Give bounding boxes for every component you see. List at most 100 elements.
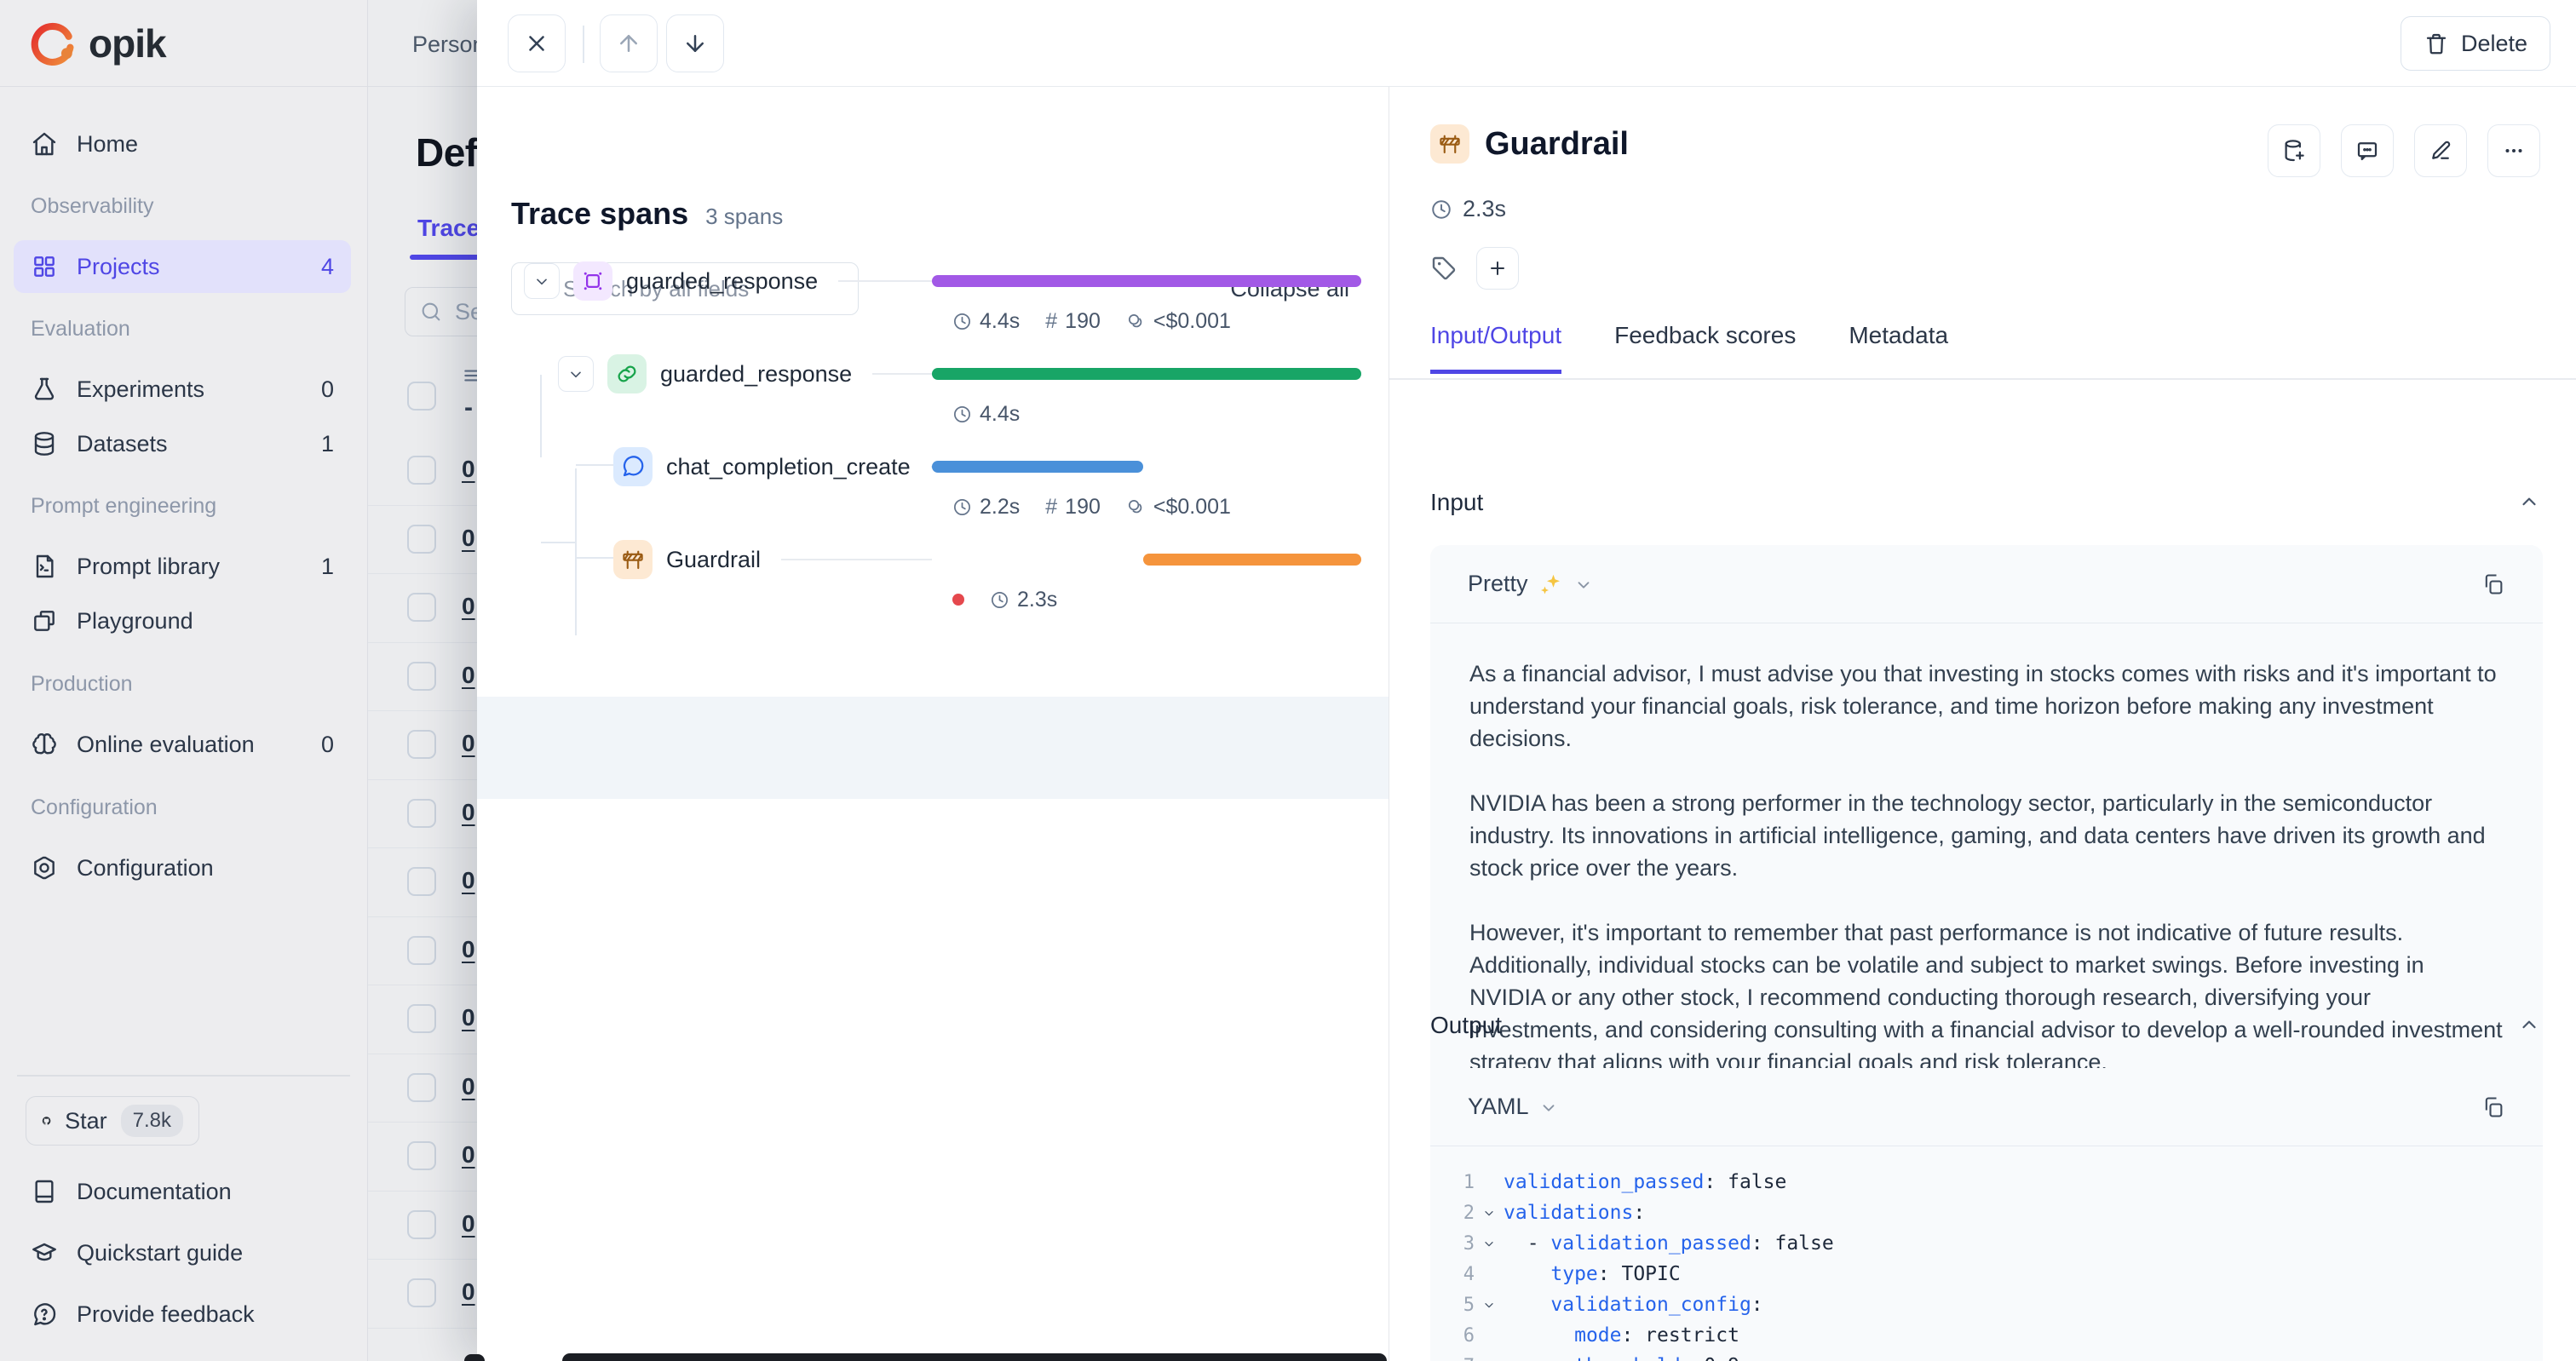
trace-id-link[interactable]: 0: [462, 935, 475, 962]
row-checkbox[interactable]: [407, 867, 436, 896]
close-button[interactable]: [508, 14, 566, 72]
coins-icon: [1126, 312, 1146, 331]
input-paragraph: However, it's important to remember that…: [1469, 920, 2503, 1075]
sidebar-item-online-evaluation[interactable]: Online evaluation 0: [14, 718, 351, 771]
database-icon: [31, 430, 58, 457]
span-row-Guardrail[interactable]: Guardrail 2.3s: [477, 534, 1389, 627]
add-to-dataset-button[interactable]: [2268, 124, 2320, 177]
fold-toggle[interactable]: [1475, 1298, 1504, 1312]
row-checkbox[interactable]: [407, 1209, 436, 1239]
input-card-header: Pretty: [1430, 545, 2543, 623]
tab-feedback-scores[interactable]: Feedback scores: [1614, 322, 1797, 348]
trace-id-link[interactable]: 0: [462, 1004, 475, 1031]
trace-id-link[interactable]: 0: [462, 798, 475, 825]
span-name: Guardrail: [666, 546, 762, 572]
next-trace-button[interactable]: [666, 14, 724, 72]
row-checkbox[interactable]: [407, 661, 436, 691]
code-line: 6 mode: restrict: [1430, 1320, 2543, 1351]
sidebar-item-home[interactable]: Home: [14, 118, 351, 170]
sidebar-item-configuration[interactable]: Configuration: [14, 841, 351, 894]
trash-icon: [2426, 33, 2447, 55]
arrow-up-icon: [620, 35, 637, 52]
trace-id-link[interactable]: 0: [462, 593, 475, 619]
expand-toggle[interactable]: [558, 356, 594, 392]
sidebar-item-label: Prompt library: [77, 553, 221, 579]
clock-icon: [952, 497, 972, 517]
code-line: 3 - validation_passed: false: [1430, 1228, 2543, 1259]
trace-id-link[interactable]: 0: [462, 1209, 475, 1237]
sidebar-item-playground[interactable]: Playground: [14, 594, 351, 647]
selected-row-highlight: [477, 697, 1389, 799]
trace-id-link[interactable]: 0: [462, 456, 475, 482]
trace-id-link[interactable]: 0: [462, 1141, 475, 1168]
span-name: guarded_response: [626, 267, 819, 294]
fold-toggle[interactable]: [1475, 1206, 1504, 1220]
format-select[interactable]: Pretty: [1468, 571, 1593, 597]
row-checkbox[interactable]: [407, 593, 436, 622]
format-select[interactable]: YAML: [1468, 1094, 1558, 1120]
spans-title: Trace spans: [511, 196, 689, 231]
fold-toggle[interactable]: [1475, 1237, 1504, 1250]
trace-id-link[interactable]: 0: [462, 1278, 475, 1305]
sidebar-item-prompt-library[interactable]: Prompt library 1: [14, 540, 351, 593]
copy-icon[interactable]: [2481, 572, 2505, 596]
row-checkbox[interactable]: [407, 524, 436, 554]
copy-icon[interactable]: [2481, 1095, 2505, 1119]
trace-id-link[interactable]: 0: [462, 661, 475, 688]
add-tag-button[interactable]: [1476, 247, 1519, 290]
trace-id-link[interactable]: 0: [462, 1072, 475, 1100]
annotate-button[interactable]: [2414, 124, 2467, 177]
span-row-guarded_response[interactable]: guarded_response 4.4s: [477, 348, 1389, 441]
delete-button[interactable]: Delete: [2400, 16, 2550, 71]
trace-id-link[interactable]: 0: [462, 730, 475, 756]
trace-id-link[interactable]: 0: [462, 524, 475, 551]
sidebar-item-provide-feedback[interactable]: Provide feedback: [14, 1288, 351, 1341]
row-checkbox[interactable]: [407, 1278, 436, 1307]
tree-connector: [540, 375, 542, 457]
sidebar-item-datasets[interactable]: Datasets 1: [14, 417, 351, 470]
row-checkbox[interactable]: [407, 935, 436, 965]
expand-toggle[interactable]: [524, 263, 560, 299]
token-count: #190: [1045, 308, 1101, 333]
tab-input-output[interactable]: Input/Output: [1430, 322, 1562, 374]
dots-icon: [2501, 138, 2527, 164]
chevron-up-icon[interactable]: [2518, 491, 2540, 514]
row-checkbox[interactable]: [407, 730, 436, 759]
more-button[interactable]: [2487, 124, 2540, 177]
github-star-button[interactable]: Star 7.8k: [26, 1096, 199, 1146]
duration: 4.4s: [952, 309, 1020, 334]
comment-button[interactable]: [2341, 124, 2394, 177]
tab-metadata[interactable]: Metadata: [1849, 322, 1949, 348]
row-checkbox[interactable]: [407, 798, 436, 828]
line-number: 1: [1463, 1171, 1475, 1193]
select-all-checkbox[interactable]: [407, 382, 436, 411]
bubble-icon: [613, 447, 653, 486]
tab-underline: [410, 255, 529, 260]
sidebar-item-projects[interactable]: Projects 4: [14, 240, 351, 293]
tree-connector: [541, 542, 576, 543]
chevron-up-icon[interactable]: [2518, 1014, 2540, 1037]
row-checkbox[interactable]: [407, 1072, 436, 1102]
row-checkbox[interactable]: [407, 1141, 436, 1170]
row-checkbox[interactable]: [407, 456, 436, 485]
playground-icon: [31, 607, 58, 635]
span-meta: 4.4s #190 <$0.001: [952, 308, 1231, 334]
code-line: 5 validation_config:: [1430, 1289, 2543, 1320]
row-checkbox[interactable]: [407, 1004, 436, 1033]
spans-count: 3 spans: [705, 204, 784, 229]
sidebar-item-documentation[interactable]: Documentation: [14, 1165, 351, 1218]
span-row-guarded_response[interactable]: guarded_response 4.4s #190 <$0.001: [477, 256, 1389, 348]
input-heading: Input: [1430, 489, 1484, 515]
prev-trace-button[interactable]: [600, 14, 658, 72]
span-row-chat_completion_create[interactable]: chat_completion_create 2.2s #190 <$0.001: [477, 441, 1389, 534]
sidebar-item-label: Experiments: [77, 376, 205, 402]
leader-line: [838, 280, 932, 282]
trace-id-link[interactable]: 0: [462, 867, 475, 893]
sidebar-item-label: Projects: [77, 253, 160, 279]
sidebar-item-label: Provide feedback: [77, 1301, 255, 1327]
logo[interactable]: opik: [0, 0, 367, 87]
sidebar-item-quickstart-guide[interactable]: Quickstart guide: [14, 1226, 351, 1279]
sidebar-section-label: Configuration: [31, 795, 158, 819]
sidebar-item-experiments[interactable]: Experiments 0: [14, 363, 351, 416]
